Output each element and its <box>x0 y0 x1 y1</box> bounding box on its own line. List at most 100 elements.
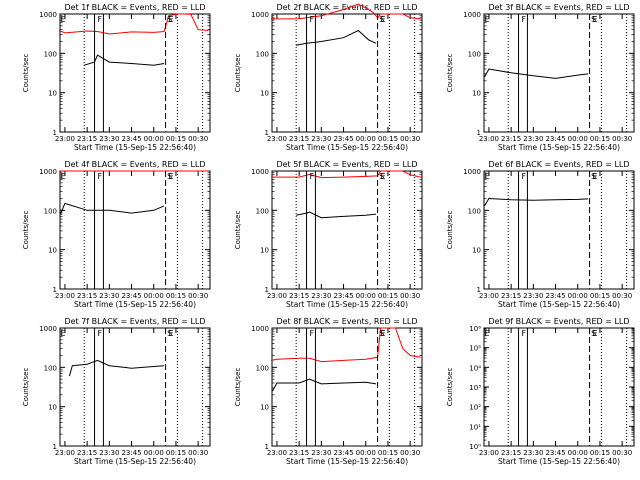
marker-label: F <box>522 15 527 24</box>
y-tick-label: 1000 <box>251 168 269 176</box>
y-tick-label: 100 <box>44 207 57 215</box>
x-tick-label: 00:00 <box>144 449 164 457</box>
y-tick-label: 10¹ <box>469 423 481 431</box>
y-tick-label: 10² <box>469 404 481 412</box>
x-tick-label: 23:30 <box>523 135 543 143</box>
y-axis-label: Counts/sec <box>234 368 242 407</box>
y-axis-label: Counts/sec <box>446 54 454 93</box>
plot-panel-2: Det 2f BLACK = Events, RED = LLD 1 10 100 10… <box>234 3 423 152</box>
events-series-line <box>60 202 165 215</box>
x-tick-label: 23:45 <box>121 449 141 457</box>
x-tick-label: 00:00 <box>144 292 164 300</box>
y-axis-label: Counts/sec <box>234 211 242 250</box>
x-tick-label: 00:15 <box>590 292 610 300</box>
marker-label: F <box>310 15 315 24</box>
y-tick-label: 100 <box>256 364 269 372</box>
x-tick-label: 23:15 <box>501 135 521 143</box>
plot-panel-3: Det 3f BLACK = Events, RED = LLD 1 10 100 10… <box>446 3 635 152</box>
y-axis-label: Counts/sec <box>234 54 242 93</box>
plot-frame <box>59 327 211 447</box>
y-tick-label: 10⁰ <box>469 443 481 451</box>
y-tick-label: 100 <box>256 50 269 58</box>
x-tick-label: 23:15 <box>289 135 309 143</box>
x-tick-label: 00:00 <box>356 135 376 143</box>
marker-label: S <box>591 329 596 338</box>
y-tick-label: 10⁵ <box>469 345 481 353</box>
plot-title: Det 1f BLACK = Events, RED = LLD <box>64 3 205 12</box>
y-tick-label: 1000 <box>39 325 57 333</box>
marker-label: F <box>98 329 103 338</box>
x-tick-label: 00:30 <box>400 449 420 457</box>
plot-frame <box>271 327 423 447</box>
x-tick-label: 23:30 <box>99 292 119 300</box>
x-tick-label: 23:00 <box>267 135 287 143</box>
marker-label: E <box>593 172 598 181</box>
x-axis-label: Start Time (15-Sep-15 22:56:40) <box>74 143 196 152</box>
lld-series-line <box>58 13 209 35</box>
x-tick-label: 00:15 <box>590 135 610 143</box>
x-axis-label: Start Time (15-Sep-15 22:56:40) <box>74 300 196 309</box>
y-tick-label: 10 <box>260 247 269 255</box>
y-tick-label: 10⁶ <box>469 325 481 333</box>
x-tick-label: 23:00 <box>55 135 75 143</box>
y-tick-label: 1000 <box>251 11 269 19</box>
y-tick-label: 10 <box>472 247 481 255</box>
events-series-line <box>68 359 165 377</box>
marker-label: F <box>522 172 527 181</box>
x-tick-label: 23:45 <box>121 135 141 143</box>
marker-label: S <box>167 329 172 338</box>
marker-label: F <box>522 329 527 338</box>
plot-frame <box>483 13 635 133</box>
x-tick-label: 23:45 <box>333 449 353 457</box>
y-axis-label: Counts/sec <box>22 211 30 250</box>
plot-title: Det 3f BLACK = Events, RED = LLD <box>488 3 629 12</box>
x-tick-label: 23:00 <box>55 449 75 457</box>
x-axis-label: Start Time (15-Sep-15 22:56:40) <box>286 300 408 309</box>
x-tick-label: 23:00 <box>55 292 75 300</box>
y-tick-label: 1 <box>477 286 481 294</box>
x-tick-label: 23:45 <box>121 292 141 300</box>
y-tick-label: 1 <box>53 286 57 294</box>
x-tick-label: 23:15 <box>289 292 309 300</box>
y-tick-label: 100 <box>256 207 269 215</box>
y-tick-label: 1 <box>265 286 269 294</box>
y-tick-label: 1000 <box>39 11 57 19</box>
y-tick-label: 1000 <box>251 325 269 333</box>
y-tick-label: 1 <box>53 129 57 137</box>
plot-panel-9: Det 9f BLACK = Events, RED = LLD 10⁰ 10¹ 10… <box>446 317 635 466</box>
x-tick-label: 00:00 <box>356 292 376 300</box>
x-tick-label: 23:15 <box>77 292 97 300</box>
x-axis-label: Start Time (15-Sep-15 22:56:40) <box>498 143 620 152</box>
y-tick-label: 1 <box>265 443 269 451</box>
marker-label: E <box>484 172 489 181</box>
x-tick-label: 23:30 <box>99 449 119 457</box>
events-series-line <box>296 29 377 46</box>
plot-frame <box>59 170 211 290</box>
x-axis-label: Start Time (15-Sep-15 22:56:40) <box>498 300 620 309</box>
y-axis-label: Counts/sec <box>22 54 30 93</box>
x-tick-label: 00:30 <box>400 292 420 300</box>
marker-label: S <box>379 172 384 181</box>
x-tick-label: 23:15 <box>77 135 97 143</box>
x-tick-label: 00:30 <box>188 449 208 457</box>
x-tick-label: 00:15 <box>166 449 186 457</box>
y-tick-label: 10 <box>260 90 269 98</box>
plot-title: Det 8f BLACK = Events, RED = LLD <box>276 317 417 326</box>
x-tick-label: 23:45 <box>545 292 565 300</box>
x-tick-label: 23:45 <box>333 135 353 143</box>
x-axis-label: Start Time (15-Sep-15 22:56:40) <box>498 457 620 466</box>
marker-label: E <box>484 15 489 24</box>
y-tick-label: 1000 <box>463 168 481 176</box>
marker-label: S <box>167 172 172 181</box>
marker-label: E <box>169 329 174 338</box>
plot-frame <box>271 170 423 290</box>
y-tick-label: 100 <box>468 50 481 58</box>
x-tick-label: 00:30 <box>612 135 632 143</box>
marker-label: S <box>379 15 384 24</box>
x-tick-label: 23:00 <box>479 135 499 143</box>
marker-label: F <box>310 172 315 181</box>
y-tick-label: 10 <box>48 247 57 255</box>
x-tick-label: 23:00 <box>267 292 287 300</box>
plot-frame <box>271 13 423 133</box>
